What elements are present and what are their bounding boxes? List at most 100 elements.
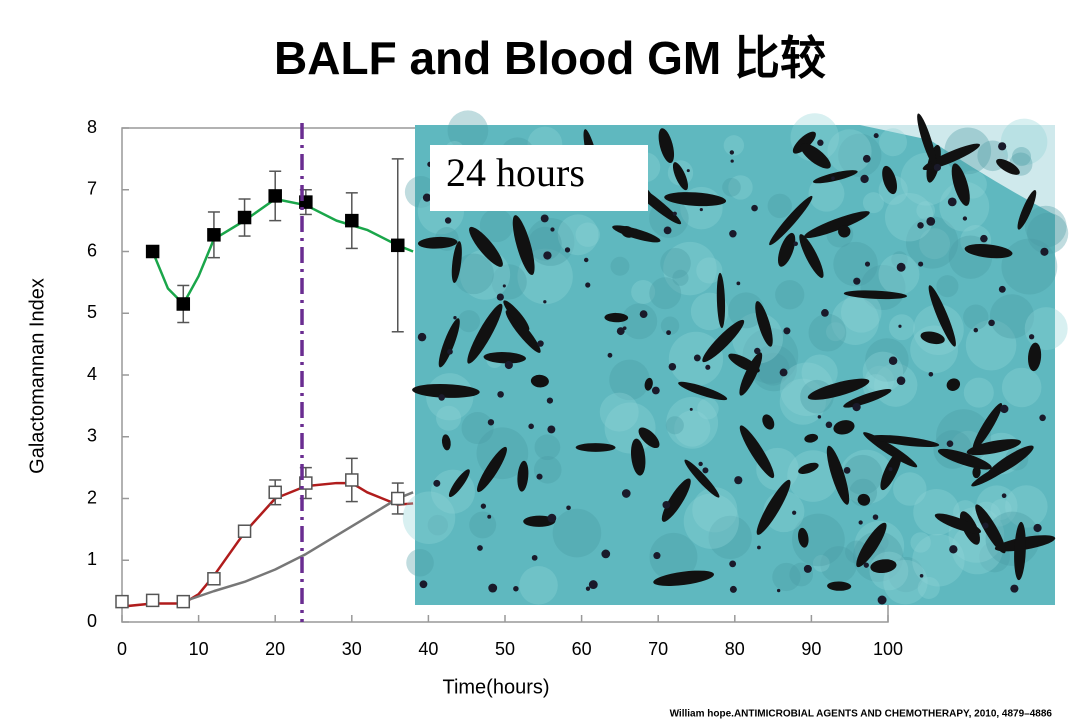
spore xyxy=(754,347,761,355)
hypha xyxy=(838,225,851,238)
spore xyxy=(616,327,625,336)
spore xyxy=(896,262,906,272)
spore xyxy=(601,549,611,559)
spore xyxy=(547,513,557,523)
spore xyxy=(947,197,957,207)
y-tick-label: 6 xyxy=(87,240,97,260)
texture-spot xyxy=(447,110,489,152)
texture-spot xyxy=(1000,118,1048,166)
texture-spot xyxy=(833,241,878,287)
micrograph: 24 hours xyxy=(402,110,1069,605)
hypha xyxy=(922,143,980,171)
spore xyxy=(817,415,822,419)
spore xyxy=(980,234,988,243)
spore xyxy=(653,552,661,560)
texture-spot xyxy=(772,562,801,592)
spore xyxy=(757,545,761,550)
hypha xyxy=(716,272,726,329)
spore xyxy=(699,207,703,212)
texture-spot xyxy=(697,397,719,420)
hypha xyxy=(664,192,727,207)
data-point xyxy=(237,524,252,538)
spore xyxy=(860,174,869,184)
texture-spot xyxy=(1001,238,1058,295)
texture-spot xyxy=(884,192,934,242)
texture-spot xyxy=(879,128,908,157)
texture-spot xyxy=(792,513,845,567)
spore xyxy=(998,142,1007,151)
texture-spot xyxy=(599,392,639,432)
texture-spot xyxy=(728,175,753,200)
spore xyxy=(919,573,924,578)
spore xyxy=(928,371,934,377)
texture-spot xyxy=(519,566,558,605)
hypha xyxy=(638,427,660,449)
texture-spot xyxy=(469,511,497,539)
hypha xyxy=(441,434,451,451)
spore xyxy=(962,216,968,221)
hypha xyxy=(934,513,982,534)
spore xyxy=(537,340,544,347)
spore xyxy=(540,214,549,223)
citation: William hope.ANTIMICROBIAL AGENTS AND CH… xyxy=(670,709,1053,720)
x-tick-label: 10 xyxy=(189,639,209,659)
spore xyxy=(873,133,879,139)
data-point xyxy=(345,473,359,487)
spore xyxy=(583,257,589,263)
texture-spot xyxy=(723,135,745,156)
texture-spot xyxy=(985,511,1040,566)
y-tick-label: 2 xyxy=(87,487,97,507)
data-point xyxy=(391,238,405,253)
spore xyxy=(528,423,534,430)
y-tick-label: 7 xyxy=(87,179,97,199)
spore xyxy=(988,319,995,327)
texture-spot xyxy=(631,279,656,304)
spore xyxy=(982,522,989,529)
texture-spot xyxy=(665,416,684,435)
spore xyxy=(793,241,798,247)
data-point xyxy=(345,213,359,228)
hypha xyxy=(803,211,870,239)
micrograph-corner xyxy=(860,125,1055,215)
spore xyxy=(693,354,701,362)
x-tick-label: 20 xyxy=(265,639,285,659)
spore xyxy=(488,583,498,593)
hypha xyxy=(612,225,661,243)
texture-spot xyxy=(1026,212,1069,255)
spore xyxy=(736,281,741,286)
spore xyxy=(729,560,737,568)
spore xyxy=(705,364,711,370)
hypha xyxy=(762,414,775,430)
hypha xyxy=(777,232,796,267)
data-point xyxy=(207,572,221,586)
hypha xyxy=(755,301,773,347)
texture-spot xyxy=(649,532,698,581)
x-tick-label: 80 xyxy=(725,639,745,659)
spore xyxy=(419,580,428,589)
hypha xyxy=(827,581,852,591)
hypha xyxy=(972,466,981,479)
spore xyxy=(438,394,445,401)
spore xyxy=(477,545,483,551)
texture-spot xyxy=(862,192,884,214)
data-point xyxy=(391,491,405,506)
hypha xyxy=(451,241,462,284)
spore xyxy=(1039,414,1046,422)
hypha xyxy=(792,131,816,154)
texture-spot xyxy=(674,410,711,447)
texture-spot xyxy=(965,319,1017,371)
spore xyxy=(776,588,781,593)
spore xyxy=(496,293,504,301)
spore xyxy=(852,402,861,412)
spore xyxy=(1000,404,1009,414)
texture-spot xyxy=(842,454,883,495)
spore xyxy=(862,154,871,163)
hypha xyxy=(1017,189,1037,230)
hypha xyxy=(800,143,831,169)
spore xyxy=(783,327,791,335)
y-tick-label: 5 xyxy=(87,302,97,322)
spore xyxy=(792,510,797,515)
spore xyxy=(917,222,924,229)
texture-spot xyxy=(575,222,600,247)
